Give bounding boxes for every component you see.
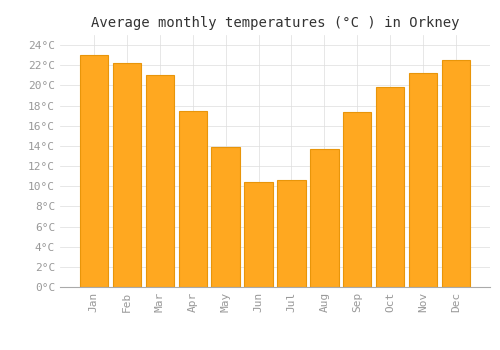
Bar	[244, 182, 272, 287]
Bar	[146, 75, 174, 287]
Title: Average monthly temperatures (°C ) in Orkney: Average monthly temperatures (°C ) in Or…	[91, 16, 459, 30]
Bar	[112, 63, 140, 287]
Bar	[344, 112, 371, 287]
Bar	[212, 147, 240, 287]
Bar	[410, 73, 438, 287]
Bar	[310, 149, 338, 287]
Bar	[442, 60, 470, 287]
Bar	[178, 111, 206, 287]
Bar	[80, 55, 108, 287]
Bar	[376, 88, 404, 287]
Bar	[278, 180, 305, 287]
